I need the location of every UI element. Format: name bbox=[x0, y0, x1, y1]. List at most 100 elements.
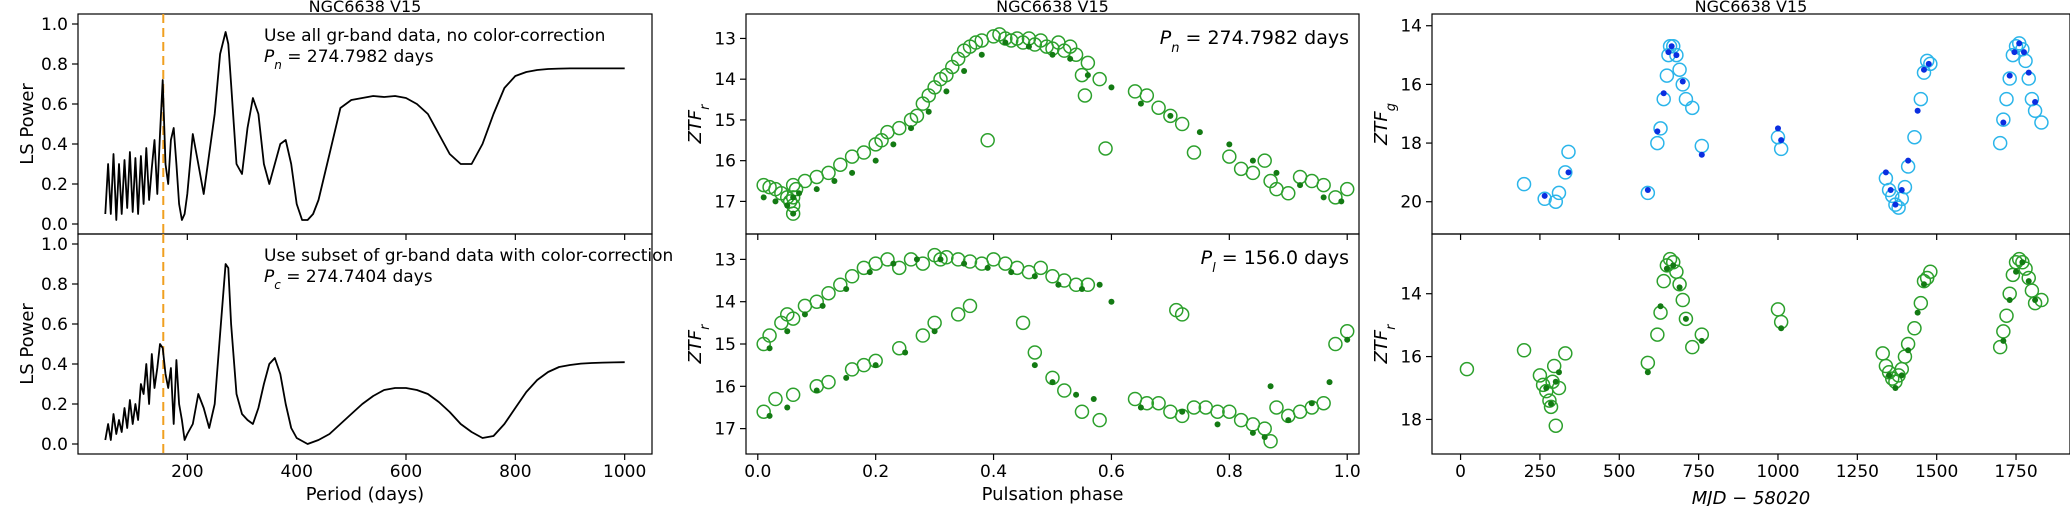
y-tick-label: 0.8 bbox=[41, 55, 68, 75]
x-tick-label: 200 bbox=[171, 462, 203, 482]
axes-frame bbox=[77, 233, 653, 455]
data-point-filled bbox=[813, 186, 820, 193]
x-tick-label: 1000 bbox=[1756, 462, 1799, 482]
data-point-open bbox=[933, 252, 948, 267]
data-point-open bbox=[1996, 112, 2011, 127]
data-point-open bbox=[892, 120, 907, 136]
data-point-filled bbox=[1914, 309, 1921, 316]
data-point-filled bbox=[978, 51, 985, 58]
data-point-open bbox=[1186, 145, 1202, 160]
data-point-filled bbox=[2025, 278, 2032, 285]
data-point-open bbox=[1992, 339, 2008, 355]
data-point-filled bbox=[1644, 187, 1651, 193]
data-point-filled bbox=[908, 125, 915, 132]
data-point-open bbox=[821, 285, 836, 301]
data-point-filled bbox=[1108, 298, 1115, 305]
plot-area bbox=[1459, 251, 2049, 433]
data-point-filled bbox=[760, 194, 767, 201]
data-point-open bbox=[1551, 185, 1567, 201]
data-point-filled bbox=[1920, 66, 1927, 73]
y-tick-label: 17 bbox=[714, 192, 736, 212]
y-tick-label: 17 bbox=[714, 420, 736, 440]
data-point-open bbox=[1548, 194, 1564, 209]
data-point-open bbox=[1675, 292, 1691, 308]
y-tick-label: 0.2 bbox=[41, 175, 68, 195]
data-point-open bbox=[1650, 135, 1665, 151]
data-point-filled bbox=[1025, 43, 1032, 50]
data-point-open bbox=[986, 29, 1001, 44]
data-point-open bbox=[1080, 55, 1096, 71]
data-point-open bbox=[1245, 165, 1261, 181]
data-point-filled bbox=[1654, 128, 1661, 135]
data-point-open bbox=[1694, 138, 1710, 154]
data-point-open bbox=[1459, 361, 1475, 377]
y-tick-label: 0.6 bbox=[41, 95, 68, 115]
data-point-filled bbox=[1249, 429, 1256, 436]
panel-lc_r: 0 250 500 750 1000 1250 1500 1750 14 16 18 ZTFr MJD … bbox=[1371, 233, 2070, 506]
data-point-open bbox=[1672, 62, 1687, 77]
data-point-filled bbox=[2013, 268, 2020, 275]
data-point-filled bbox=[1338, 198, 1345, 205]
x-tick-label: 0.8 bbox=[1216, 462, 1243, 482]
y-tick-label: 15 bbox=[714, 111, 736, 131]
data-point-open bbox=[880, 252, 895, 267]
plot-area bbox=[104, 234, 625, 454]
data-point-open bbox=[1222, 149, 1237, 164]
x-tick-label: 800 bbox=[499, 462, 531, 482]
data-point-filled bbox=[1326, 379, 1333, 386]
data-point-open bbox=[785, 311, 801, 326]
data-point-filled bbox=[1096, 281, 1103, 288]
data-point-open bbox=[927, 315, 942, 331]
data-point-filled bbox=[1925, 60, 1932, 67]
data-point-open bbox=[756, 404, 771, 419]
data-point-open bbox=[1650, 327, 1665, 342]
data-point-open bbox=[915, 328, 931, 343]
data-point-filled bbox=[1670, 262, 1677, 269]
data-point-filled bbox=[872, 362, 879, 369]
y-tick-label: 14 bbox=[714, 70, 736, 90]
data-point-open bbox=[1653, 121, 1668, 136]
x-tick-label: 400 bbox=[280, 462, 312, 482]
data-point-open bbox=[1999, 308, 2014, 323]
data-point-filled bbox=[1892, 201, 1899, 208]
data-point-open bbox=[1257, 421, 1272, 436]
data-point-open bbox=[1257, 153, 1272, 168]
data-point-open bbox=[968, 35, 984, 50]
data-point-filled bbox=[1676, 284, 1683, 291]
data-point-filled bbox=[790, 210, 797, 217]
data-point-open bbox=[1068, 47, 1084, 62]
data-point-filled bbox=[790, 194, 797, 201]
data-point-filled bbox=[937, 256, 944, 263]
data-point-filled bbox=[925, 108, 932, 115]
plot-area bbox=[1516, 36, 2049, 215]
data-point-filled bbox=[843, 374, 850, 381]
data-point-filled bbox=[784, 328, 791, 335]
x-tick-label: 600 bbox=[390, 462, 422, 482]
data-point-filled bbox=[831, 178, 838, 185]
data-point-filled bbox=[1320, 194, 1327, 201]
y-tick-label: 1.0 bbox=[41, 15, 68, 35]
y-tick-label: 20 bbox=[1400, 193, 1422, 213]
y-tick-label: 14 bbox=[1400, 17, 1422, 37]
data-point-open bbox=[844, 149, 860, 164]
data-point-filled bbox=[1565, 169, 1572, 176]
x-axis-label: MJD − 58020 bbox=[1692, 488, 1811, 506]
data-point-filled bbox=[1541, 192, 1548, 199]
data-point-filled bbox=[872, 157, 879, 164]
data-point-open bbox=[1558, 346, 1573, 361]
y-tick-label: 13 bbox=[714, 250, 736, 270]
y-tick-label: 0.4 bbox=[41, 355, 68, 375]
y-tick-label: 0.2 bbox=[41, 395, 68, 415]
data-point-open bbox=[2027, 103, 2043, 119]
data-point-filled bbox=[843, 286, 850, 292]
y-tick-label: 16 bbox=[714, 152, 736, 172]
data-point-open bbox=[1263, 434, 1278, 449]
data-point-filled bbox=[2000, 119, 2007, 126]
panel-lc_g: 14 16 18 20 ZTFg NGC6638 V15 bbox=[1371, 0, 2070, 240]
data-point-open bbox=[1015, 315, 1031, 331]
data-point-filled bbox=[1049, 379, 1056, 386]
data-point-open bbox=[1098, 141, 1113, 156]
data-point-filled bbox=[2016, 40, 2023, 47]
data-point-filled bbox=[890, 141, 897, 148]
